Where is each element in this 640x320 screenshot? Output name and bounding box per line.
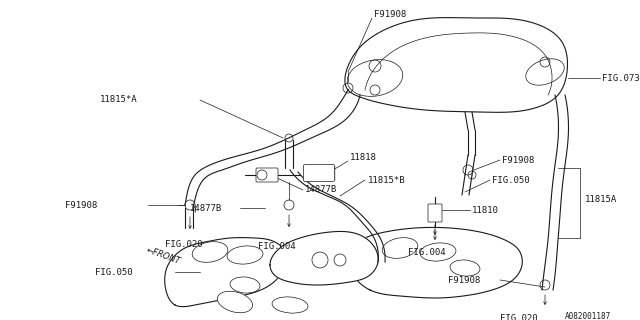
Text: FIG.050: FIG.050 — [492, 176, 530, 185]
Text: 11815*B: 11815*B — [368, 176, 406, 185]
FancyBboxPatch shape — [303, 164, 335, 181]
Text: F91908: F91908 — [502, 156, 534, 165]
Text: 11815A: 11815A — [585, 195, 617, 204]
Text: FIG.004: FIG.004 — [408, 248, 445, 257]
Ellipse shape — [272, 297, 308, 313]
Text: F91908: F91908 — [448, 276, 480, 285]
Ellipse shape — [218, 291, 253, 313]
Text: 11810: 11810 — [472, 206, 499, 215]
Text: F91908: F91908 — [374, 10, 406, 19]
Text: FIG.020: FIG.020 — [500, 314, 538, 320]
Polygon shape — [164, 237, 286, 307]
Text: 14877B: 14877B — [305, 185, 337, 194]
Text: FIG.073: FIG.073 — [602, 74, 639, 83]
Text: A082001187: A082001187 — [565, 312, 611, 320]
Text: 11818: 11818 — [350, 153, 377, 162]
Text: ←FRONT: ←FRONT — [145, 245, 182, 266]
FancyBboxPatch shape — [428, 204, 442, 222]
Polygon shape — [270, 231, 378, 285]
Text: 14877B: 14877B — [190, 204, 222, 213]
Text: FIG.020: FIG.020 — [165, 240, 203, 249]
Text: 11815*A: 11815*A — [100, 95, 138, 104]
Text: FIG.050: FIG.050 — [95, 268, 132, 277]
Polygon shape — [348, 228, 522, 298]
Polygon shape — [345, 18, 568, 112]
FancyBboxPatch shape — [256, 168, 278, 182]
Text: F91908: F91908 — [65, 201, 97, 210]
Text: FIG.004: FIG.004 — [258, 242, 296, 251]
